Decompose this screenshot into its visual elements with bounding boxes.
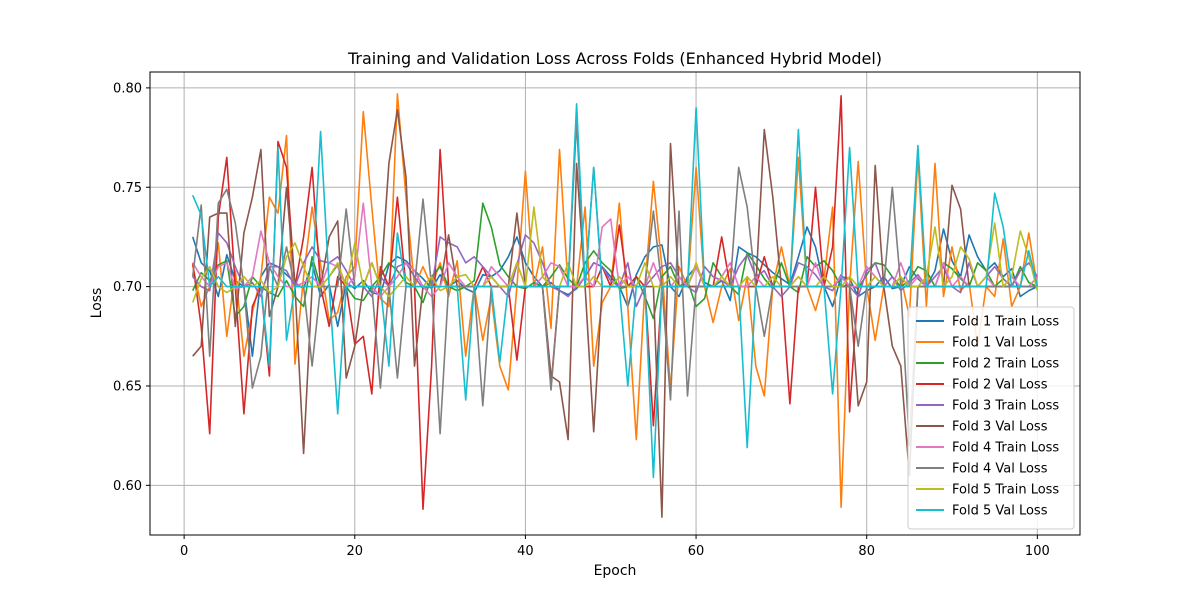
legend-label: Fold 2 Train Loss	[952, 357, 1059, 372]
series-line-10	[191, 103, 1039, 479]
series-line-5	[192, 232, 1038, 308]
legend-label: Fold 1 Train Loss	[952, 315, 1059, 330]
x-tick-label: 100	[1025, 544, 1050, 559]
y-axis-label: Loss	[89, 288, 105, 319]
legend-label: Fold 4 Val Loss	[952, 462, 1048, 477]
legend-label: Fold 1 Val Loss	[952, 336, 1048, 351]
axis-ticks: 0 20 40 60 80 100 0.60 0.65 0.70 0.75 0.80	[113, 81, 1050, 559]
legend-label: Fold 5 Val Loss	[952, 504, 1048, 519]
y-tick-label: 0.80	[113, 81, 142, 96]
legend-label: Fold 5 Train Loss	[952, 483, 1059, 498]
x-axis-label: Epoch	[594, 563, 637, 579]
legend-label: Fold 3 Val Loss	[952, 420, 1048, 435]
legend-label: Fold 2 Val Loss	[952, 378, 1048, 393]
y-tick-label: 0.70	[113, 280, 142, 295]
x-tick-label: 60	[688, 544, 705, 559]
legend-label: Fold 3 Train Loss	[952, 399, 1059, 414]
series-line-9	[191, 206, 1039, 303]
legend-box	[907, 306, 1075, 530]
legend: Fold 1 Train Loss Fold 1 Val Loss Fold 2 T…	[907, 306, 1075, 530]
series-lines	[191, 93, 1039, 518]
series-line-7	[192, 202, 1038, 298]
x-tick-label: 80	[858, 544, 875, 559]
y-tick-label: 0.65	[113, 379, 142, 394]
y-tick-label: 0.75	[113, 181, 142, 196]
y-tick-label: 0.60	[113, 479, 142, 494]
x-tick-label: 0	[180, 544, 188, 559]
plot-frame	[149, 71, 1081, 536]
x-tick-label: 40	[517, 544, 534, 559]
chart-title: Training and Validation Loss Across Fold…	[347, 49, 882, 68]
legend-label: Fold 4 Train Loss	[952, 441, 1059, 456]
x-tick-label: 20	[346, 544, 363, 559]
